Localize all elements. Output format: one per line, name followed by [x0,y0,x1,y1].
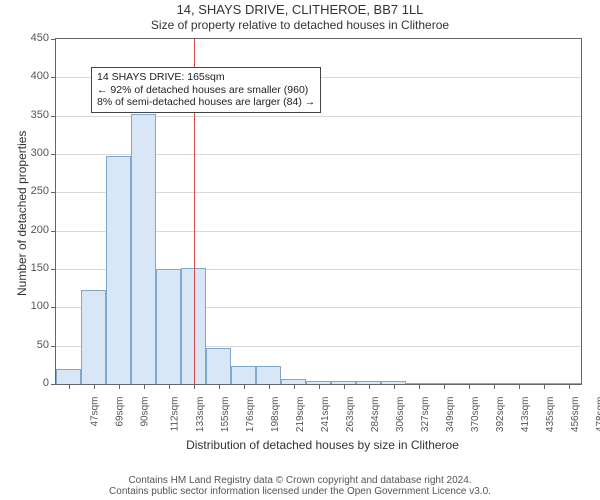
x-tick [444,384,445,389]
x-tick [344,384,345,389]
y-tick-label: 250 [25,185,49,197]
x-tick-label: 435sqm [545,397,556,433]
x-tick-label: 112sqm [169,397,180,432]
x-tick-label: 370sqm [470,397,481,433]
annotation-line-2: ← 92% of detached houses are smaller (96… [97,84,315,97]
attribution-line2: Contains public sector information licen… [0,486,600,497]
x-tick-label: 349sqm [445,397,456,433]
y-tick [51,231,56,232]
x-tick-label: 133sqm [195,397,206,433]
y-tick-label: 400 [25,70,49,82]
x-tick [369,384,370,389]
x-tick-label: 241sqm [320,397,331,433]
y-tick [51,307,56,308]
y-tick [51,116,56,117]
x-tick [419,384,420,389]
x-tick [569,384,570,389]
y-tick [51,154,56,155]
x-tick [119,384,120,389]
y-tick-label: 350 [25,109,49,121]
x-tick [94,384,95,389]
annotation-box: 14 SHAYS DRIVE: 165sqm← 92% of detached … [91,67,321,113]
x-tick [469,384,470,389]
x-tick-label: 327sqm [420,397,431,433]
annotation-line-3: 8% of semi-detached houses are larger (8… [97,96,315,109]
y-tick-label: 150 [25,262,49,274]
x-tick [294,384,295,389]
x-tick-label: 155sqm [220,397,231,433]
annotation-line-1: 14 SHAYS DRIVE: 165sqm [97,71,315,84]
histogram-bar [206,348,231,384]
histogram-bar [131,114,156,384]
x-tick-label: 478sqm [595,397,600,433]
plot-area: 14 SHAYS DRIVE: 165sqm← 92% of detached … [55,38,582,385]
x-tick-label: 69sqm [114,397,125,427]
x-tick [169,384,170,389]
x-tick-label: 176sqm [245,397,256,433]
x-tick [494,384,495,389]
x-tick-label: 90sqm [139,397,150,427]
x-tick-label: 456sqm [570,397,581,433]
y-tick-label: 50 [25,339,49,351]
y-tick [51,77,56,78]
x-tick [269,384,270,389]
chart-title: 14, SHAYS DRIVE, CLITHEROE, BB7 1LL [0,2,600,17]
attribution: Contains HM Land Registry data © Crown c… [0,475,600,497]
attribution-line1: Contains HM Land Registry data © Crown c… [0,475,600,486]
chart-subtitle: Size of property relative to detached ho… [0,18,600,32]
x-tick-label: 263sqm [345,397,356,433]
x-tick-label: 413sqm [520,397,531,433]
y-tick [51,192,56,193]
x-tick [319,384,320,389]
y-tick [51,269,56,270]
y-tick-label: 450 [25,32,49,44]
x-tick [544,384,545,389]
y-tick-label: 100 [25,300,49,312]
y-tick-label: 0 [25,377,49,389]
histogram-bar [156,269,181,384]
x-tick [144,384,145,389]
x-tick-label: 306sqm [395,397,406,433]
y-tick [51,39,56,40]
x-tick-label: 198sqm [270,397,281,433]
x-tick-label: 392sqm [495,397,506,433]
histogram-bar [256,366,281,384]
y-tick [51,346,56,347]
x-tick [194,384,195,389]
x-tick [69,384,70,389]
histogram-bar [56,369,81,384]
x-tick-label: 219sqm [295,397,306,433]
x-tick [394,384,395,389]
x-tick [219,384,220,389]
y-tick-label: 200 [25,224,49,236]
histogram-bar [81,290,106,384]
x-axis-label: Distribution of detached houses by size … [55,438,590,452]
y-tick [51,384,56,385]
x-tick [519,384,520,389]
histogram-bar [106,156,131,384]
x-tick [244,384,245,389]
x-tick-label: 47sqm [89,397,100,427]
y-tick-label: 300 [25,147,49,159]
x-tick-label: 284sqm [370,397,381,433]
histogram-bar [231,366,256,384]
